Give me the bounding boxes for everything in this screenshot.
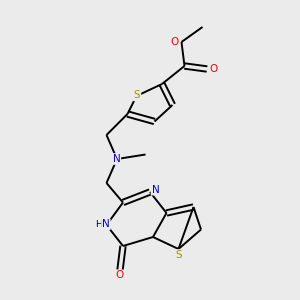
Text: N: N (112, 154, 120, 164)
Text: O: O (171, 37, 179, 47)
Text: H: H (95, 220, 101, 229)
Text: O: O (116, 270, 124, 280)
Text: N: N (152, 184, 159, 195)
Text: O: O (209, 64, 217, 74)
Text: N: N (102, 219, 110, 230)
Text: S: S (134, 90, 140, 100)
Text: S: S (176, 250, 182, 260)
